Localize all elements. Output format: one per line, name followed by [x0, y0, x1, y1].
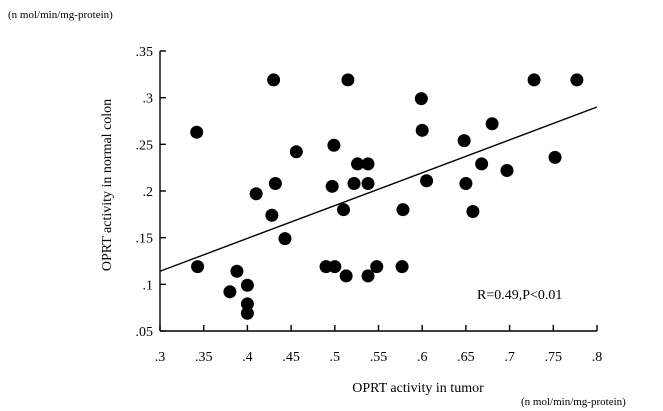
y-tick-label: .15	[136, 232, 154, 247]
data-point	[268, 177, 282, 191]
data-point	[327, 138, 341, 152]
y-tick-label: .35	[136, 45, 154, 60]
x-tick-label: .35	[195, 350, 213, 365]
x-ticks: .3 .35 .4 .45 .5 .55 .6 .65 .7 .75 .8	[155, 325, 603, 365]
data-point	[466, 205, 480, 219]
x-tick-label: .55	[370, 350, 388, 365]
data-point	[265, 208, 279, 222]
y-unit-label: (n mol/min/mg-protein)	[8, 9, 113, 21]
data-point	[240, 297, 254, 311]
data-point	[267, 73, 281, 87]
x-tick-label: .7	[504, 350, 515, 365]
data-point	[240, 278, 254, 292]
data-point	[223, 285, 237, 299]
data-point	[415, 123, 429, 137]
data-point	[278, 232, 292, 246]
x-tick-label: .8	[592, 350, 603, 365]
x-tick-label: .5	[330, 350, 341, 365]
data-point	[328, 260, 342, 274]
data-point	[396, 203, 410, 217]
data-point	[457, 134, 471, 148]
data-point	[548, 150, 562, 164]
x-tick-label: .65	[457, 350, 475, 365]
x-tick-label: .45	[282, 350, 300, 365]
data-point	[249, 187, 263, 201]
x-tick-label: .75	[545, 350, 563, 365]
data-point	[420, 174, 434, 188]
data-point	[395, 260, 409, 274]
y-ticks: .05 .1 .15 .2 .25 .3 .35	[136, 45, 166, 340]
data-point	[361, 177, 375, 191]
data-point	[191, 260, 205, 274]
data-point	[341, 73, 355, 87]
data-point	[485, 117, 499, 131]
y-tick-label: .05	[136, 325, 154, 340]
data-point	[240, 306, 254, 320]
data-point	[500, 163, 514, 177]
data-point	[347, 177, 361, 191]
data-point	[230, 264, 244, 278]
data-point	[289, 145, 303, 159]
data-points	[190, 73, 584, 320]
y-tick-label: .25	[136, 138, 154, 153]
data-point	[361, 269, 375, 283]
data-point	[527, 73, 541, 87]
x-tick-label: .4	[242, 350, 253, 365]
data-point	[361, 157, 375, 171]
x-tick-label: .6	[417, 350, 428, 365]
y-axis-title: OPRT activity in normal colon	[100, 99, 115, 271]
data-point	[351, 157, 365, 171]
data-point	[339, 269, 353, 283]
y-tick-label: .2	[143, 185, 154, 200]
y-tick-label: .3	[143, 92, 154, 107]
stats-annotation: R=0.49,P<0.01	[477, 288, 562, 303]
data-point	[325, 179, 339, 193]
x-axis-title: OPRT activity in tumor	[352, 381, 484, 396]
regression-line	[159, 106, 598, 272]
data-point	[190, 125, 204, 139]
data-point	[414, 92, 428, 106]
y-tick-label: .1	[143, 278, 154, 293]
data-point	[570, 73, 584, 87]
data-point	[475, 157, 489, 171]
data-point	[459, 177, 473, 191]
data-point	[370, 260, 384, 274]
data-point	[337, 203, 351, 217]
x-unit-label: (n mol/min/mg-protein)	[521, 396, 626, 408]
x-tick-label: .3	[155, 350, 166, 365]
